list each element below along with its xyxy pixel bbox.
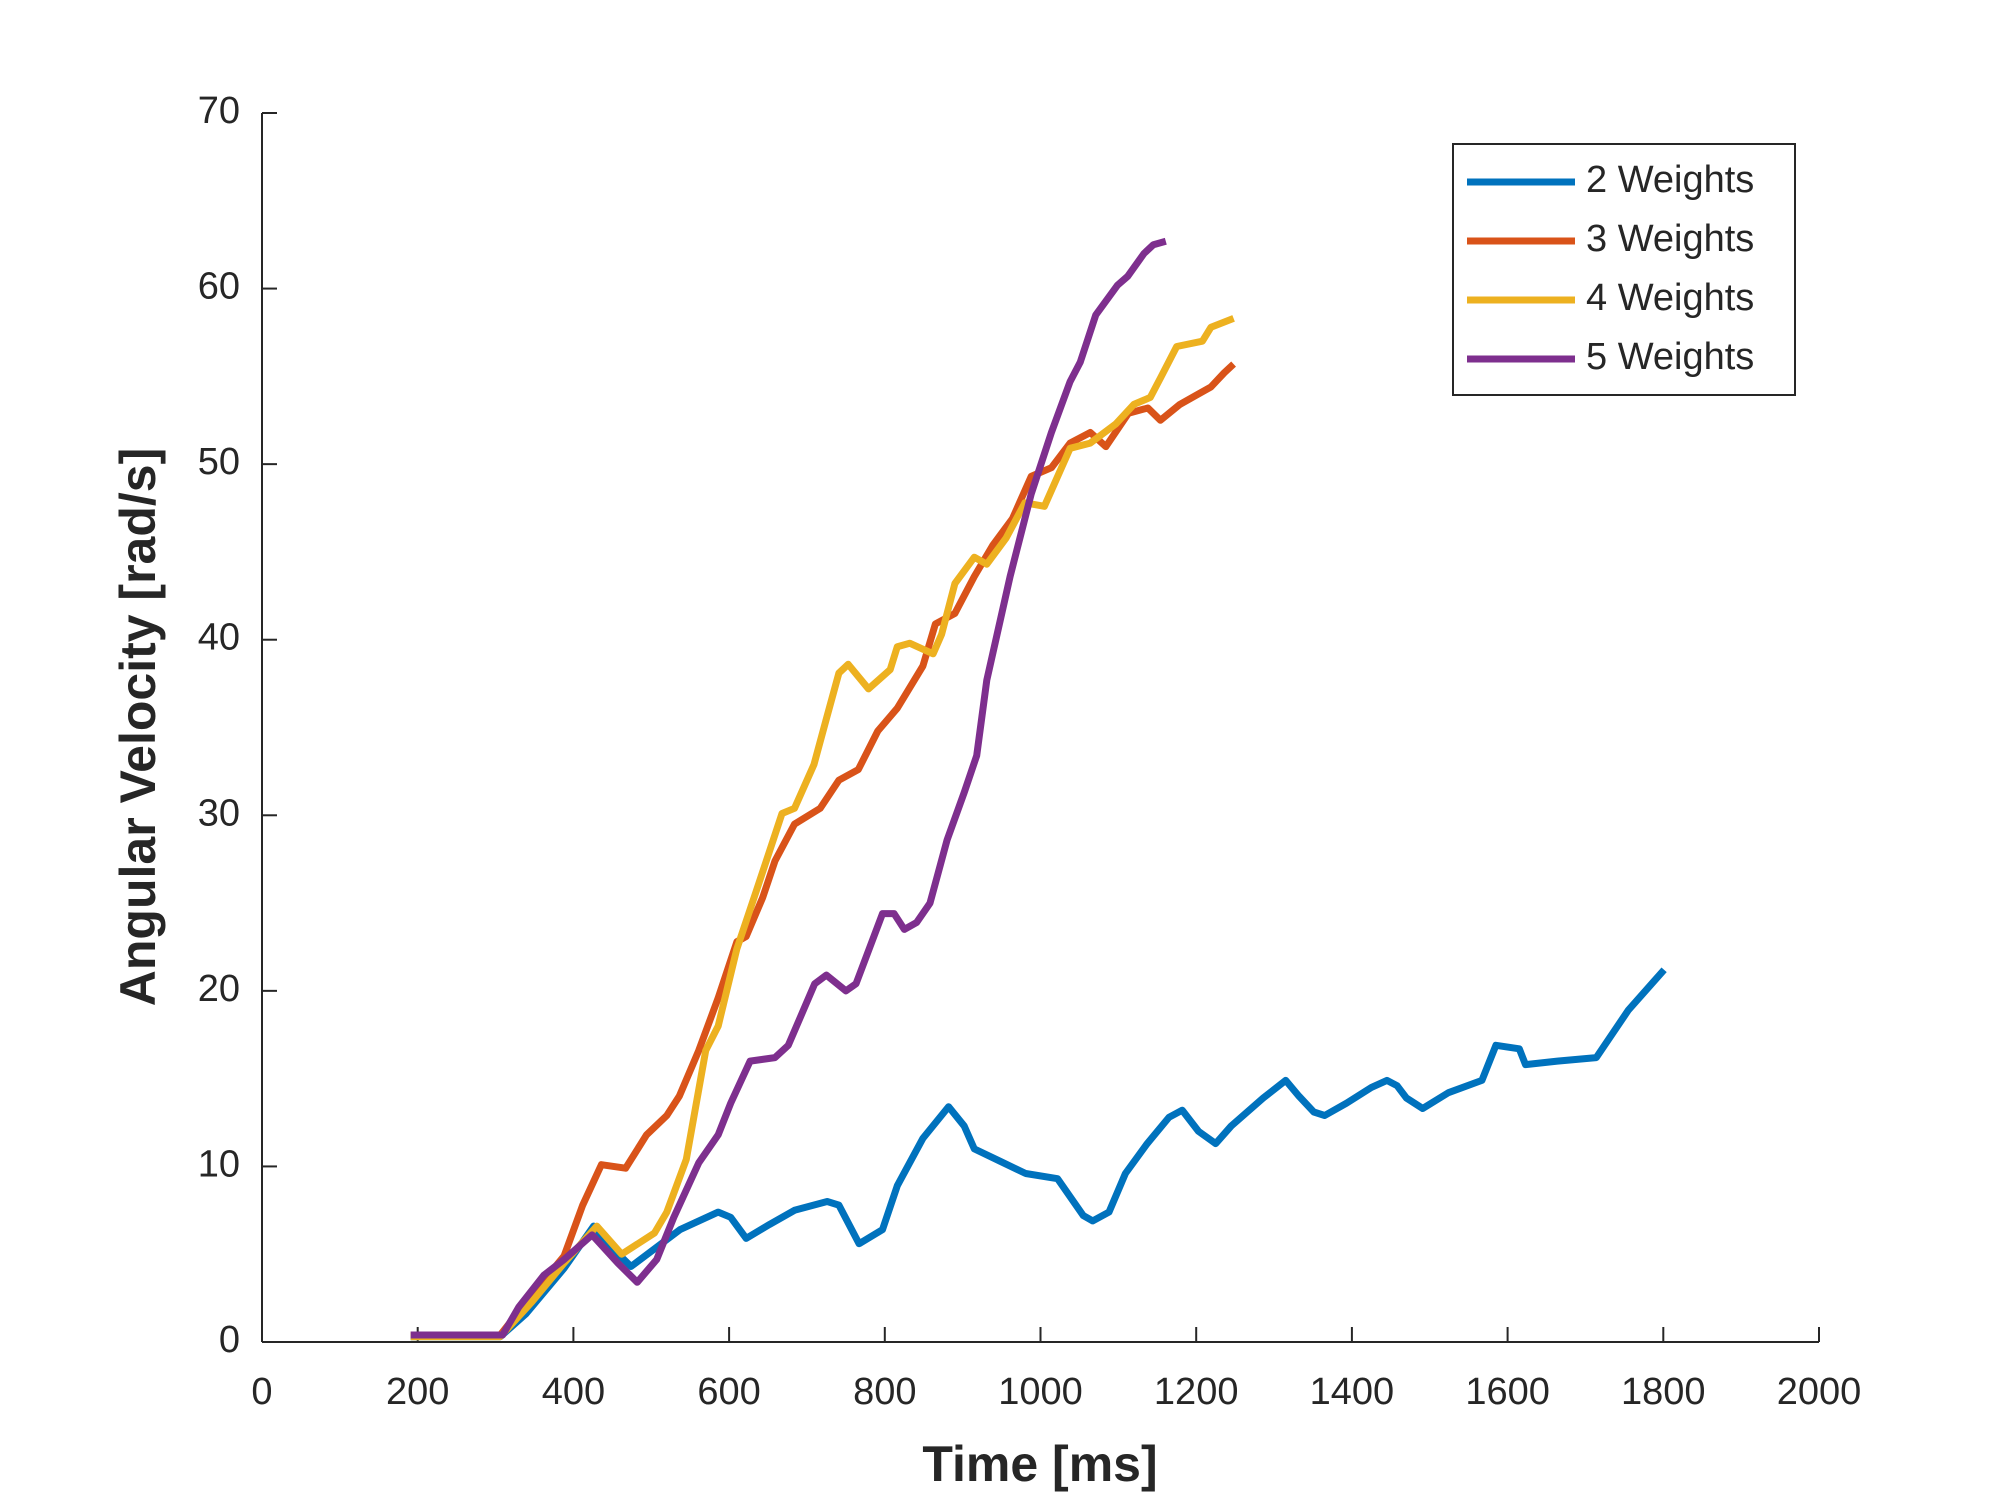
y-tick-label: 70	[198, 90, 240, 132]
y-tick-label: 0	[219, 1319, 240, 1361]
legend-label: 3 Weights	[1586, 218, 1754, 260]
x-tick-label: 1400	[1310, 1371, 1395, 1413]
x-axis-title: Time [ms]	[922, 1436, 1157, 1492]
x-tick-label: 0	[251, 1371, 272, 1413]
line-series	[410, 361, 1236, 1339]
legend-label: 4 Weights	[1586, 277, 1754, 319]
line-series	[410, 315, 1235, 1341]
y-tick-label: 50	[198, 441, 240, 483]
x-tick-label: 800	[853, 1371, 916, 1413]
x-tick-label: 1800	[1621, 1371, 1706, 1413]
legend-label: 2 Weights	[1586, 159, 1754, 201]
y-tick-label: 30	[198, 792, 240, 834]
x-tick-label: 1000	[998, 1371, 1083, 1413]
legend-box	[1452, 143, 1796, 396]
x-tick-label: 1600	[1465, 1371, 1550, 1413]
x-tick-label: 2000	[1777, 1371, 1862, 1413]
line-series	[410, 237, 1167, 1339]
x-tick-label: 600	[697, 1371, 760, 1413]
y-tick-label: 20	[198, 968, 240, 1010]
x-tick-label: 200	[386, 1371, 449, 1413]
y-tick-label: 40	[198, 617, 240, 659]
line-series	[410, 967, 1667, 1341]
x-tick-label: 400	[542, 1371, 605, 1413]
y-tick-label: 60	[198, 266, 240, 308]
legend-label: 5 Weights	[1586, 336, 1754, 378]
y-tick-label: 10	[198, 1143, 240, 1185]
x-tick-label: 1200	[1154, 1371, 1239, 1413]
y-axis-title: Angular Velocity [rad/s]	[110, 448, 166, 1006]
